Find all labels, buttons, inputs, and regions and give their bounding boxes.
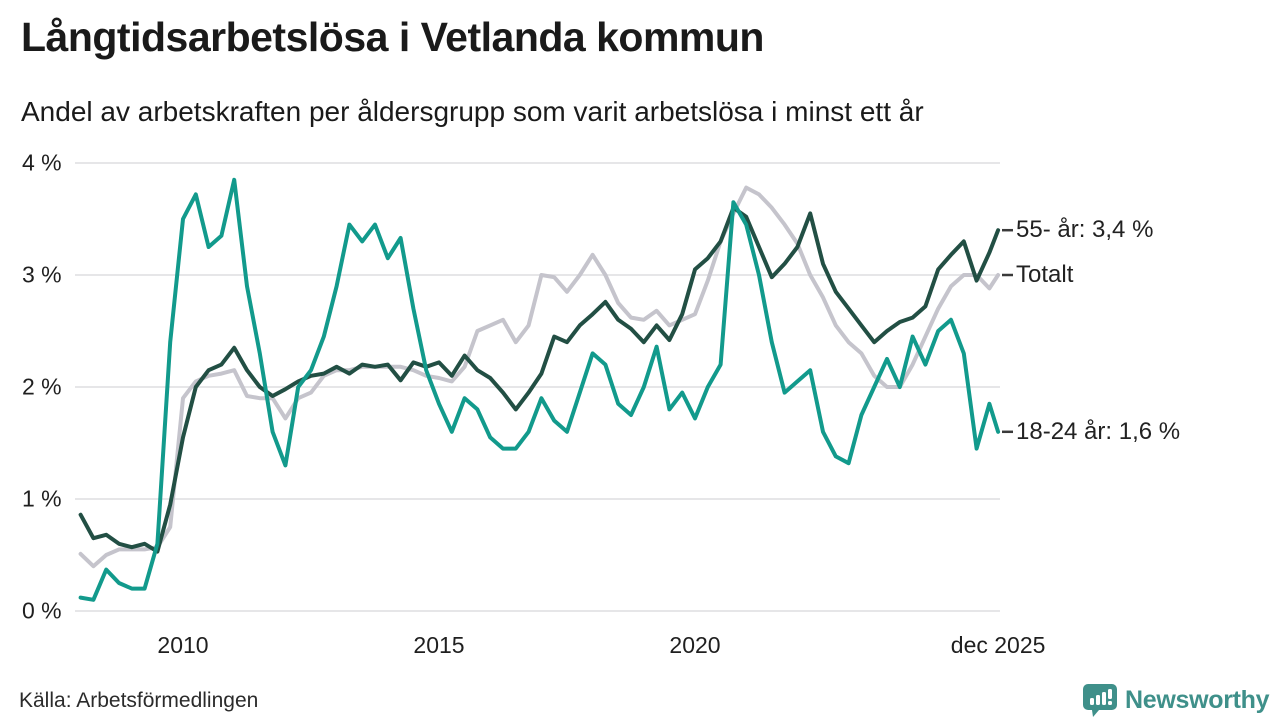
- x-tick-label: 2020: [669, 632, 721, 658]
- y-tick-label: 4 %: [22, 149, 62, 176]
- series-end-label-totalt: Totalt: [1016, 261, 1074, 288]
- newsworthy-logo-icon: [1083, 684, 1117, 717]
- y-tick-label: 2 %: [22, 373, 62, 400]
- y-tick-label: 1 %: [22, 485, 62, 512]
- newsworthy-logo-text: Newsworthy: [1125, 685, 1270, 714]
- page-subtitle: Andel av arbetskraften per åldersgrupp s…: [21, 96, 924, 127]
- y-tick-label: 0 %: [22, 597, 62, 624]
- series-line-55-r: [78, 205, 1001, 554]
- x-tick-label: 2015: [413, 632, 465, 658]
- page-title: Långtidsarbetslösa i Vetlanda kommun: [21, 14, 764, 60]
- series-line-18-24-r: [78, 177, 1001, 602]
- series-end-label-55-ar: 55- år: 3,4 %: [1016, 216, 1154, 244]
- y-tick-label: 3 %: [22, 261, 62, 288]
- newsworthy-logo[interactable]: Newsworthy: [1082, 683, 1270, 717]
- x-tick-label: 2010: [157, 632, 209, 658]
- series-line-totalt: [78, 185, 1001, 569]
- series-end-label-18-24-ar: 18-24 år: 1,6 %: [1016, 417, 1181, 445]
- x-tick-label: dec 2025: [950, 632, 1046, 658]
- source-attribution: Källa: Arbetsförmedlingen: [19, 689, 259, 712]
